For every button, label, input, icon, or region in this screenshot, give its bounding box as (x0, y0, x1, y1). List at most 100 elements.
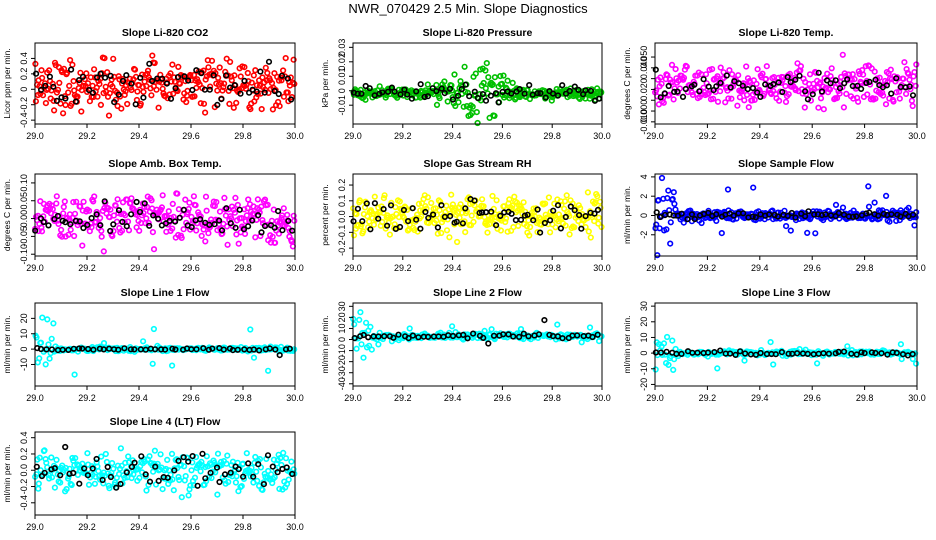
data-point (214, 87, 221, 94)
data-point (45, 67, 53, 74)
data-point-black (596, 95, 603, 102)
data-point (360, 228, 367, 235)
data-point (670, 189, 677, 196)
data-point-black (517, 216, 525, 223)
data-point-black (854, 82, 861, 89)
data-point (118, 227, 126, 234)
x-tick-label: 29.6 (494, 263, 512, 273)
y-axis-label: degrees C per min. (622, 47, 632, 119)
data-point-black (76, 218, 83, 225)
data-point-black (554, 202, 562, 209)
data-point (897, 341, 905, 348)
y-tick-label: 0.01 (337, 68, 347, 86)
data-point-black (272, 346, 279, 353)
data-point-black (562, 213, 569, 221)
data-point (278, 215, 285, 222)
data-point-black (516, 85, 523, 93)
data-point-black (278, 72, 286, 79)
data-point-black (480, 334, 487, 342)
data-point (483, 59, 490, 67)
data-point (836, 90, 843, 97)
x-tick-label: 29.6 (182, 522, 200, 532)
data-point (761, 90, 768, 97)
data-point (238, 215, 245, 222)
data-point-black (237, 90, 244, 97)
data-point (660, 340, 668, 347)
data-point (380, 195, 388, 202)
data-point-black (213, 464, 221, 471)
data-point-black (678, 210, 685, 217)
data-point (50, 107, 58, 114)
data-point-black (460, 331, 467, 339)
data-point-black (772, 351, 779, 358)
data-point (598, 89, 605, 96)
data-point (131, 66, 139, 73)
data-point (63, 486, 70, 493)
x-tick-label: 29.6 (182, 131, 200, 141)
data-point-black (51, 465, 58, 472)
data-point (42, 99, 50, 107)
data-point-black (401, 86, 408, 93)
data-point (436, 95, 443, 102)
data-point (48, 335, 55, 342)
data-point-black (107, 227, 114, 235)
data-point (136, 206, 144, 213)
x-tick-label: 29.8 (856, 393, 874, 403)
data-point (480, 79, 487, 87)
x-tick-label: 29.6 (803, 131, 821, 141)
data-point-black (652, 66, 659, 73)
data-point-black (131, 346, 138, 353)
data-point (356, 316, 363, 324)
data-point (485, 74, 492, 81)
data-point-black (566, 87, 573, 95)
data-point (101, 55, 108, 62)
data-point-black (801, 88, 809, 95)
data-point-black (884, 351, 891, 358)
data-point-black (479, 90, 487, 98)
x-tick-label: 29.4 (751, 263, 769, 273)
data-point-black (100, 346, 107, 353)
data-point (254, 477, 261, 485)
data-point (259, 74, 266, 81)
data-point-black (53, 97, 61, 104)
data-point (271, 474, 278, 481)
data-point-black (788, 209, 795, 217)
data-point (683, 63, 690, 70)
data-point (770, 361, 777, 368)
data-point-black (283, 464, 290, 471)
data-point-black (93, 455, 100, 463)
data-point (59, 110, 67, 117)
data-point-black (415, 334, 422, 341)
data-point (775, 97, 783, 104)
data-point-black (380, 206, 387, 213)
data-point-black (497, 212, 504, 219)
data-point (484, 229, 491, 236)
data-point-black (508, 90, 515, 97)
data-point (181, 463, 188, 470)
data-point-black (441, 89, 448, 97)
data-point-black (216, 217, 223, 224)
data-point (406, 325, 413, 332)
data-point-black (123, 469, 130, 476)
data-point-black (163, 80, 170, 87)
data-point (109, 83, 116, 90)
data-point (98, 227, 105, 234)
data-point (404, 206, 411, 213)
data-point (806, 71, 814, 78)
data-point (151, 59, 158, 67)
y-tick-label: 0.040 (639, 57, 649, 80)
data-point-black (674, 88, 681, 95)
data-point (586, 95, 593, 102)
data-point-black (123, 223, 130, 230)
x-tick-label: 30.0 (908, 393, 926, 403)
data-point-black (459, 220, 467, 227)
data-point (905, 70, 912, 77)
data-point (893, 89, 900, 96)
data-point (511, 193, 518, 200)
data-point-black (474, 94, 482, 102)
data-point-black (250, 346, 257, 353)
data-point (663, 226, 670, 233)
y-tick-label: -0.10 (19, 244, 29, 265)
data-series (652, 333, 920, 374)
data-point (74, 471, 81, 479)
